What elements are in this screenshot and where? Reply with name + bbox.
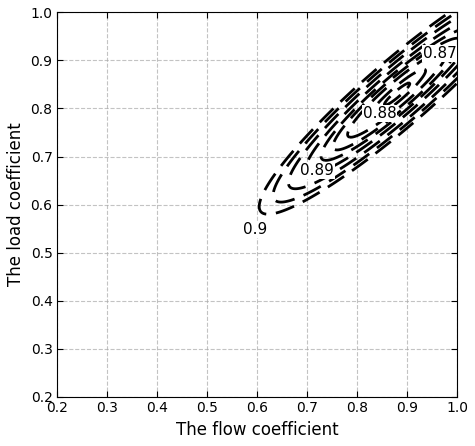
Text: 0.89: 0.89 [300,163,334,178]
Y-axis label: The load coefficient: The load coefficient [7,123,25,286]
Text: 0.87: 0.87 [423,46,456,61]
Text: 0.9: 0.9 [243,222,267,237]
X-axis label: The flow coefficient: The flow coefficient [176,421,339,439]
Text: 0.88: 0.88 [363,106,397,121]
